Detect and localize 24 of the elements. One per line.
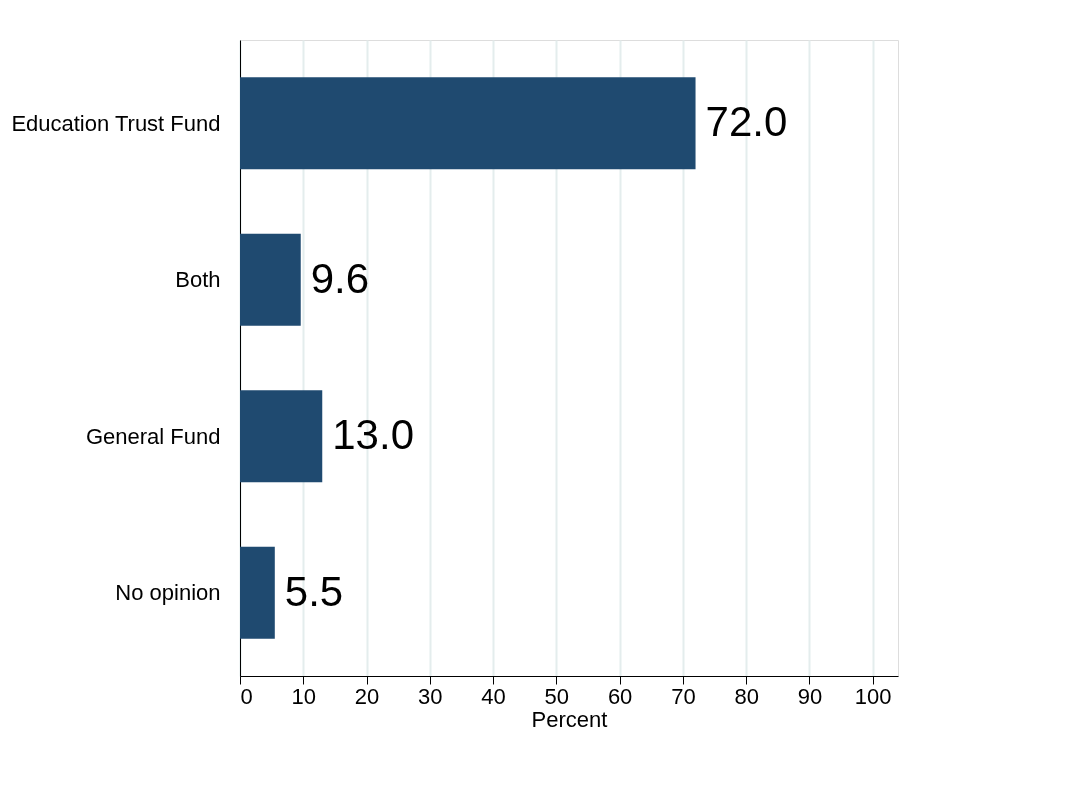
- x-axis-title: Percent: [531, 706, 608, 732]
- bar: [240, 390, 323, 483]
- data-label: 72.0: [705, 98, 788, 146]
- x-tick-label: 60: [607, 683, 633, 709]
- y-tick-label: Both: [175, 267, 221, 293]
- x-tick-label: 100: [854, 683, 892, 709]
- y-tick-label: No opinion: [115, 580, 221, 606]
- data-label: 13.0: [332, 411, 414, 459]
- x-tick-label: 20: [354, 683, 380, 709]
- x-tick-label: 0: [240, 683, 253, 709]
- x-tick-label: 10: [291, 683, 317, 709]
- x-tick-label: 90: [797, 683, 823, 709]
- data-label: 5.5: [284, 567, 344, 615]
- bar: [240, 546, 275, 639]
- bar: [240, 77, 696, 170]
- data-label: 9.6: [310, 254, 370, 302]
- x-tick-label: 40: [481, 683, 506, 709]
- y-tick-label: Education Trust Fund: [11, 110, 221, 136]
- x-tick-label: 70: [671, 683, 696, 709]
- x-tick-label: 80: [734, 683, 759, 709]
- y-tick-label: General Fund: [85, 423, 221, 449]
- bar: [240, 233, 301, 326]
- x-tick-label: 50: [544, 683, 570, 709]
- x-tick-label: 30: [418, 683, 443, 709]
